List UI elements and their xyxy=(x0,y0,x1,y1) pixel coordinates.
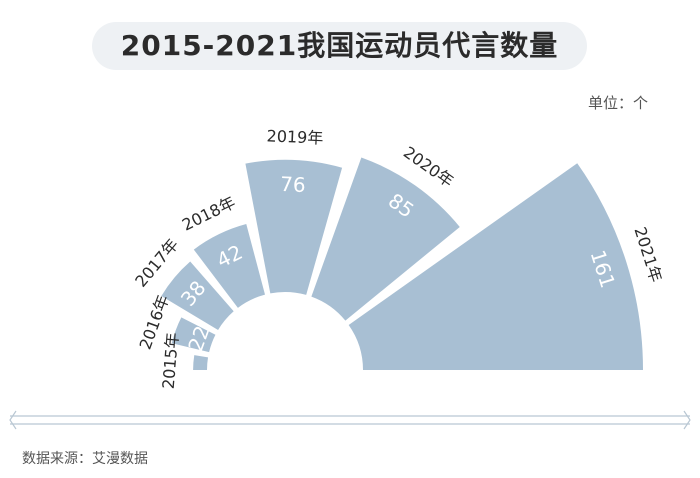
year-label: 2015年 xyxy=(159,332,183,390)
year-label: 2021年 xyxy=(630,225,665,285)
value-label: 8 xyxy=(205,357,230,372)
value-label: 76 xyxy=(280,172,306,197)
divider-right-arrow xyxy=(683,410,691,430)
slice-2015年 xyxy=(193,355,209,370)
source-label: 数据来源：艾漫数据 xyxy=(22,451,148,467)
chart-title: 2015-2021我国运动员代言数量 xyxy=(120,29,559,62)
chart-slices xyxy=(161,157,643,370)
divider-left-arrow xyxy=(9,410,17,430)
unit-label: 单位：个 xyxy=(587,94,648,112)
slice-2021年 xyxy=(348,163,643,370)
slice-2018年 xyxy=(193,224,266,308)
slice-2017年 xyxy=(161,261,234,330)
slice-2016年 xyxy=(171,317,216,353)
year-label: 2018年 xyxy=(179,193,238,235)
year-label: 2019年 xyxy=(266,126,323,147)
slice-2019年 xyxy=(245,159,343,295)
bottom-divider xyxy=(9,410,691,430)
title-background xyxy=(92,22,587,70)
slice-2020年 xyxy=(311,157,460,321)
